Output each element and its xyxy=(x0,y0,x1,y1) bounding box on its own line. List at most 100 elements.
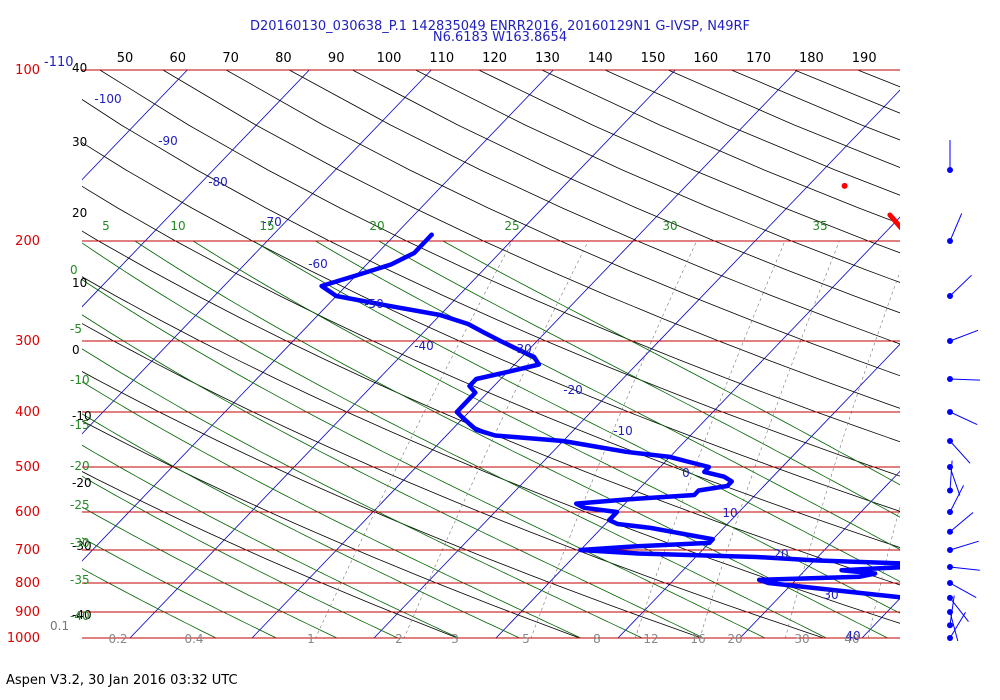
top-scale-label: 90 xyxy=(328,51,345,66)
left-scale-label: -10 xyxy=(72,409,92,423)
top-scale-label: 130 xyxy=(535,51,560,66)
wind-barb-staff xyxy=(949,485,965,513)
isotherm-line xyxy=(82,70,188,181)
moist-scale-label: -15 xyxy=(70,418,90,432)
moist-adiabat-line xyxy=(82,537,278,638)
mixing-ratio-label: 3 xyxy=(451,632,459,646)
wind-barb-staff xyxy=(949,582,977,598)
dry-adiabat-line xyxy=(162,70,900,409)
isotherm-label: -10 xyxy=(613,424,633,438)
footer-version: Aspen V3.2, 30 Jan 2016 03:32 UTC xyxy=(6,673,238,688)
moist-adiabat-label: 10 xyxy=(170,219,185,233)
dry-adiabat-line xyxy=(984,70,1000,650)
top-scale-label: 160 xyxy=(693,51,718,66)
moist-scale-label: -20 xyxy=(70,459,90,473)
mixing-ratio-label: 2 xyxy=(395,632,403,646)
isotherm-line xyxy=(82,70,554,562)
moist-scale-label: -25 xyxy=(70,498,90,512)
wind-barb-staff xyxy=(949,329,979,342)
top-scale-label: 150 xyxy=(641,51,666,66)
top-scale-label: 100 xyxy=(377,51,402,66)
moist-scale-label: -10 xyxy=(70,373,90,387)
dry-adiabat-line xyxy=(82,323,825,638)
wind-barb-staff xyxy=(949,595,955,626)
top-scale-label: 140 xyxy=(588,51,613,66)
wind-barb-staff xyxy=(949,411,978,426)
moist-adiabat-line xyxy=(134,240,889,638)
chart-title-line2: N6.6183 W163.8654 xyxy=(432,30,568,45)
mixing-ratio-label: 12 xyxy=(643,632,658,646)
pressure-label: 200 xyxy=(15,234,40,249)
isotherm-line xyxy=(739,470,900,638)
wind-barb-staff xyxy=(949,460,953,491)
mixing-ratio-label: 20 xyxy=(727,632,742,646)
temperature-trace xyxy=(887,212,900,231)
top-scale-label: 50 xyxy=(117,51,134,66)
isotherm-label: -60 xyxy=(308,257,328,271)
dry-adiabat-line xyxy=(82,185,900,548)
dry-adiabat-line xyxy=(289,70,900,345)
wind-barb-staff xyxy=(949,274,972,297)
moist-scale-label: -30 xyxy=(70,536,90,550)
dry-adiabat-line xyxy=(226,70,900,377)
mixing-ratio-line xyxy=(785,270,900,638)
moist-adiabat-label: 25 xyxy=(504,219,519,233)
isotherm-line xyxy=(984,70,1000,638)
dry-adiabat-line xyxy=(82,471,459,638)
pressure-label: 300 xyxy=(15,334,40,349)
left-scale-label: -30 xyxy=(72,539,92,553)
mixing-ratio-line xyxy=(530,240,697,638)
bottom-left-label: 0.1 xyxy=(50,619,69,633)
moist-adiabat-label: 5 xyxy=(102,219,110,233)
moist-adiabat-line xyxy=(192,240,900,614)
moist-adiabat-line xyxy=(82,348,644,638)
dry-adiabat-line xyxy=(99,70,900,443)
pressure-label: 900 xyxy=(15,605,40,620)
isotherm-label: 30 xyxy=(823,588,838,602)
pressure-label: 600 xyxy=(15,505,40,520)
moist-adiabat-label: 20 xyxy=(369,219,384,233)
isotherm-label: -30 xyxy=(512,342,532,356)
wind-barb-staff xyxy=(949,597,969,622)
moist-scale-label: -5 xyxy=(70,322,82,336)
isotherm-line xyxy=(373,89,900,638)
dry-adiabat-line xyxy=(82,371,703,638)
mixing-ratio-line xyxy=(941,241,1000,650)
top-scale-label: 110 xyxy=(429,51,454,66)
wind-barb-staff xyxy=(949,213,963,242)
isotherm-label: -70 xyxy=(262,215,282,229)
moist-adiabat-line xyxy=(82,568,217,638)
moist-adiabat-line xyxy=(82,314,705,638)
wind-barb-staff xyxy=(949,440,971,464)
wind-barb-staff xyxy=(949,512,974,533)
dewpoint-trace xyxy=(319,232,900,600)
moist-adiabat-line xyxy=(82,475,399,638)
pressure-label: 700 xyxy=(15,543,40,558)
mixing-ratio-label: 0.4 xyxy=(184,632,203,646)
isotherm-line xyxy=(82,70,310,308)
moist-adiabat-line xyxy=(82,413,521,638)
moist-adiabat-line xyxy=(82,381,582,638)
dry-adiabat-line xyxy=(82,99,900,477)
isotherm-label: -100 xyxy=(94,92,121,106)
left-scale-label: 40 xyxy=(72,61,87,75)
left-scale-label: 30 xyxy=(72,135,87,149)
top-scale-label: 120 xyxy=(482,51,507,66)
moist-adiabat-line xyxy=(315,240,900,550)
mixing-ratio-label: 1 xyxy=(307,632,315,646)
isotherm-line xyxy=(861,597,900,638)
moist-adiabat-label: 15 xyxy=(259,219,274,233)
moist-adiabat-line xyxy=(442,240,900,486)
moist-adiabat-label: 30 xyxy=(662,219,677,233)
left-scale-label: -20 xyxy=(72,476,92,490)
left-scale-label: 10 xyxy=(72,276,87,290)
mixing-ratio-line xyxy=(403,240,589,638)
mixing-ratio-label: 30 xyxy=(794,632,809,646)
pressure-label: 800 xyxy=(15,576,40,591)
mixing-ratio-line xyxy=(634,240,786,638)
mixing-ratio-label: 40 xyxy=(844,632,859,646)
moist-scale-label: -40 xyxy=(70,609,90,623)
dry-adiabat-line xyxy=(82,230,900,586)
pressure-label: 100 xyxy=(15,63,40,78)
